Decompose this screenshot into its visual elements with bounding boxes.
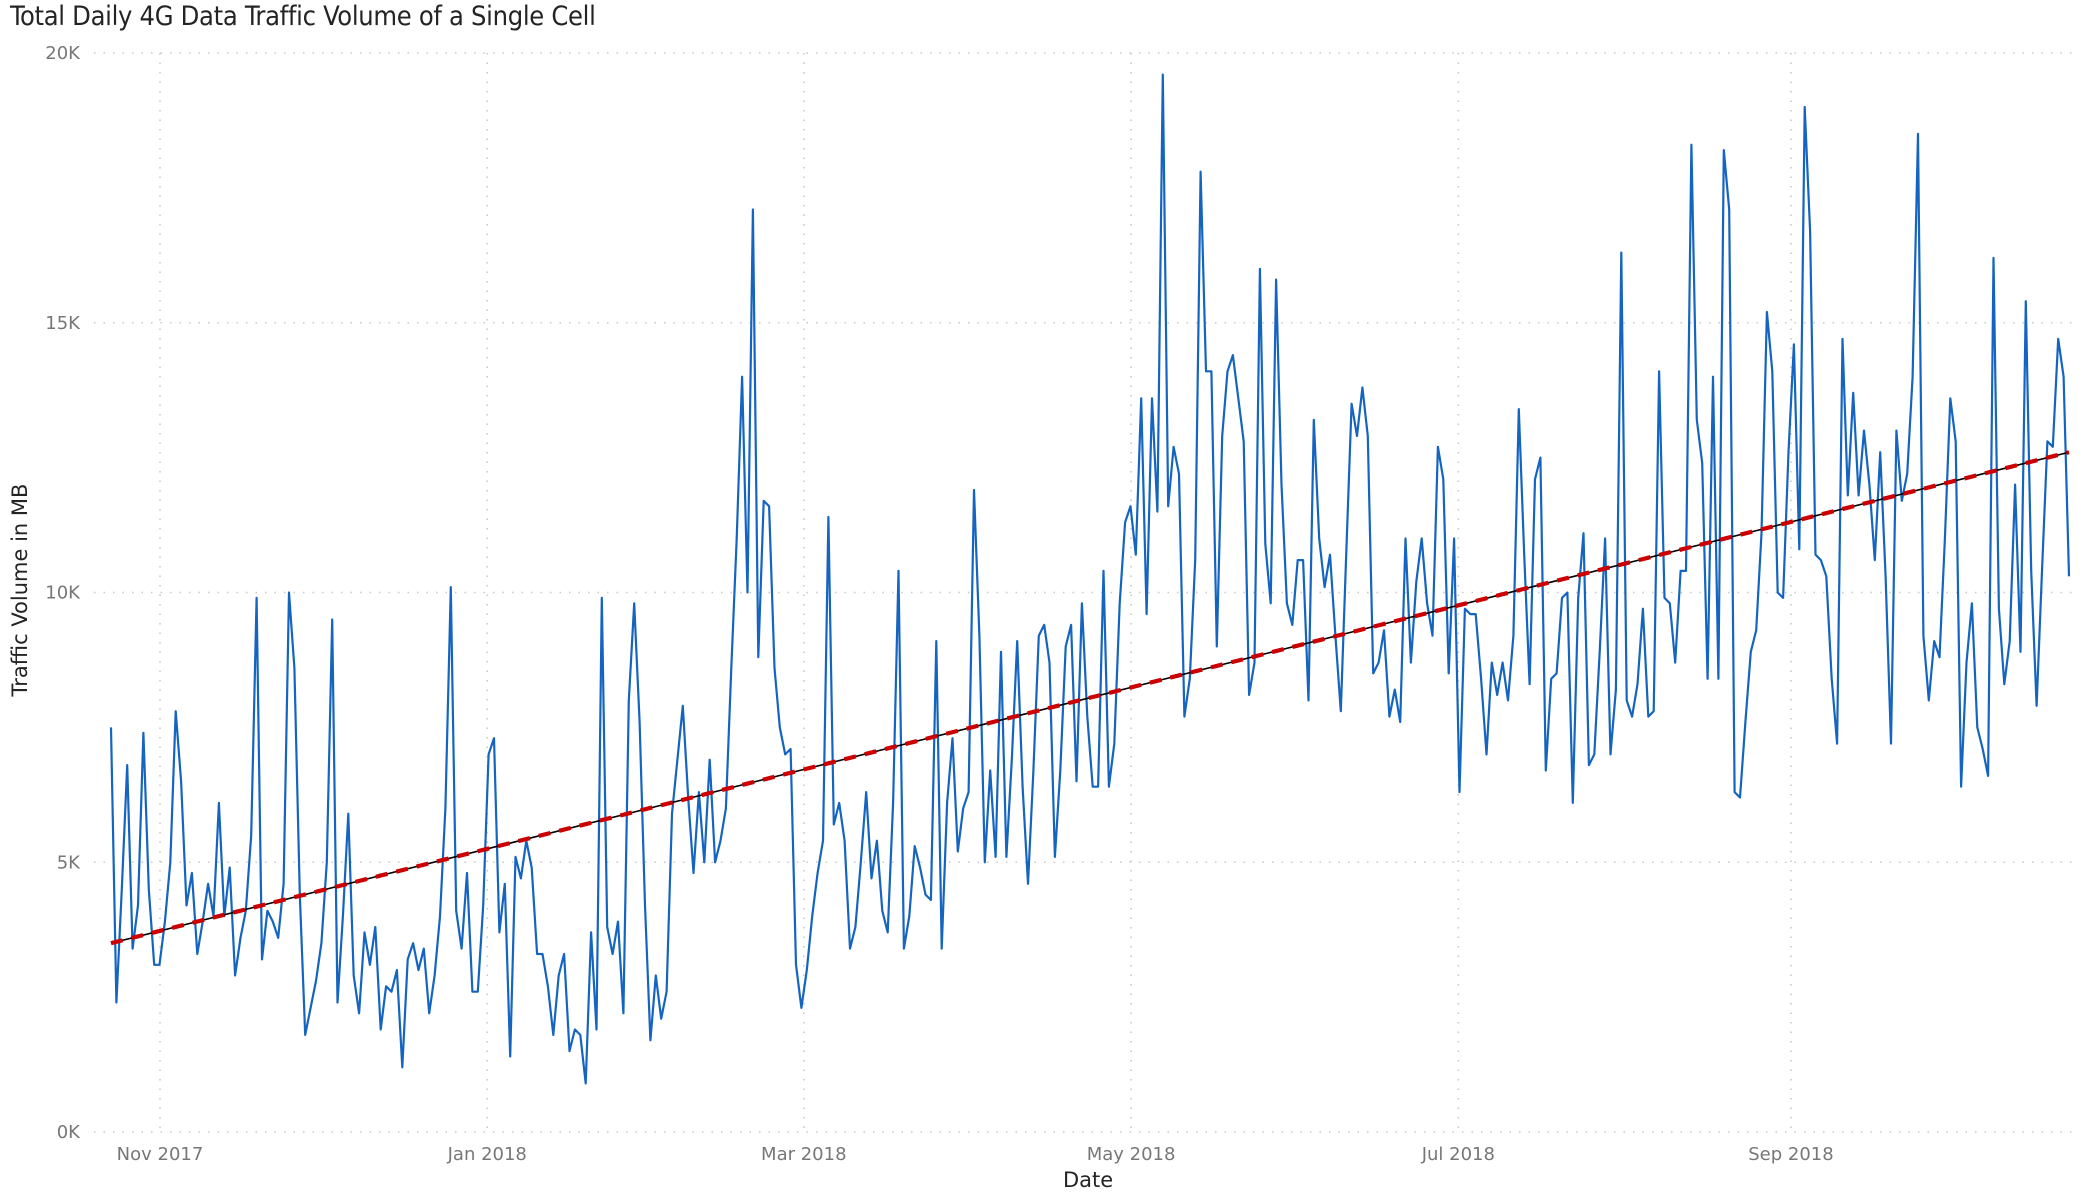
x-axis-ticks: Nov 2017 Jan 2018 Mar 2018 May 2018 Jul 2018… bbox=[117, 1144, 1834, 1165]
x-tick-label: Sep 2018 bbox=[1748, 1144, 1833, 1165]
x-tick-label: Nov 2017 bbox=[117, 1144, 204, 1165]
x-tick-label: Jan 2018 bbox=[447, 1144, 527, 1165]
traffic-series-line bbox=[109, 73, 2071, 1085]
y-tick-label: 5K bbox=[57, 852, 81, 873]
y-tick-label: 10K bbox=[45, 583, 81, 604]
x-tick-label: May 2018 bbox=[1087, 1144, 1176, 1165]
x-tick-label: Jul 2018 bbox=[1421, 1144, 1495, 1165]
x-tick-label: Mar 2018 bbox=[761, 1144, 847, 1165]
y-tick-label: 0K bbox=[57, 1122, 81, 1143]
chart-title: Total Daily 4G Data Traffic Volume of a … bbox=[10, 1, 596, 32]
trend-line-dashed bbox=[110, 450, 2070, 946]
gridlines bbox=[94, 52, 2072, 1133]
x-axis-label: Date bbox=[1063, 1168, 1114, 1192]
y-tick-label: 15K bbox=[45, 313, 81, 334]
y-axis-ticks: 0K 5K 10K 15K 20K bbox=[45, 43, 81, 1143]
y-tick-label: 20K bbox=[45, 43, 81, 64]
